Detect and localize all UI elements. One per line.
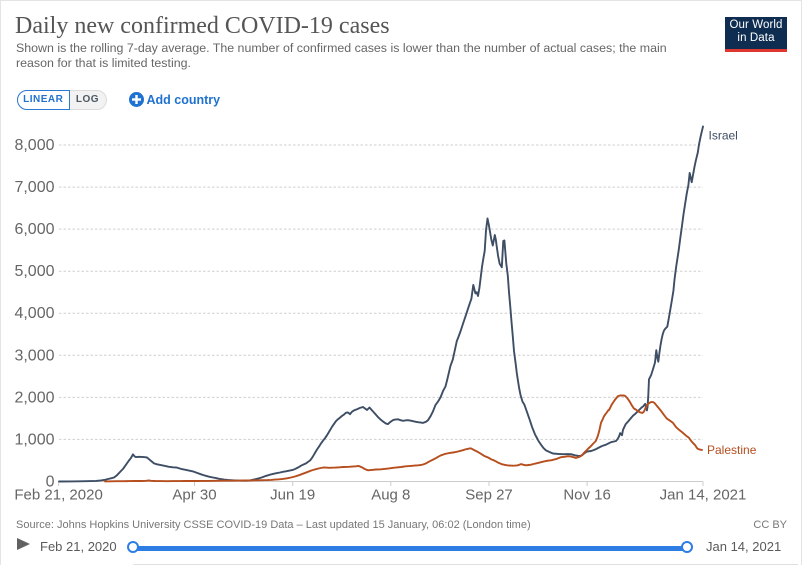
svg-text:Apr 30: Apr 30	[172, 487, 216, 504]
svg-text:Feb 21, 2020: Feb 21, 2020	[14, 487, 102, 504]
svg-text:2,000: 2,000	[14, 389, 54, 406]
svg-text:Israel: Israel	[709, 129, 738, 143]
svg-text:7,000: 7,000	[14, 179, 54, 196]
svg-text:Nov 16: Nov 16	[563, 487, 611, 504]
svg-text:0: 0	[46, 474, 55, 491]
svg-text:5,000: 5,000	[14, 263, 54, 280]
svg-text:6,000: 6,000	[14, 221, 54, 238]
svg-text:3,000: 3,000	[14, 347, 54, 364]
svg-text:Jan 14, 2021: Jan 14, 2021	[660, 487, 747, 504]
svg-text:Jun 19: Jun 19	[270, 487, 315, 504]
svg-text:Aug 8: Aug 8	[371, 487, 410, 504]
svg-text:Sep 27: Sep 27	[465, 487, 513, 504]
svg-text:4,000: 4,000	[14, 305, 54, 322]
svg-text:8,000: 8,000	[14, 137, 54, 154]
svg-text:1,000: 1,000	[14, 431, 54, 448]
svg-text:Palestine: Palestine	[707, 443, 757, 457]
